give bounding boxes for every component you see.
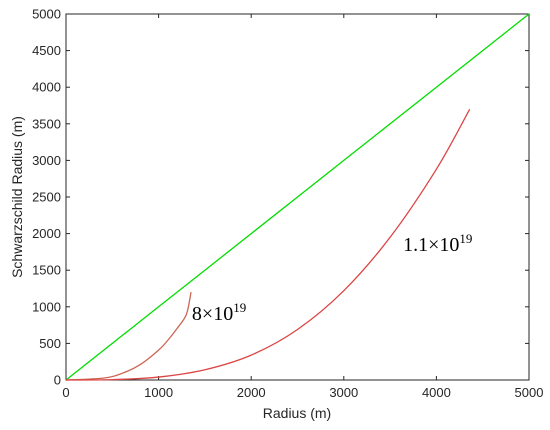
y-tick-label: 4500 [32, 43, 61, 58]
y-tick-label: 3000 [32, 153, 61, 168]
x-tick-label: 3000 [329, 385, 358, 400]
x-tick-label: 4000 [422, 385, 451, 400]
y-tick-label: 500 [39, 336, 61, 351]
y-tick-label: 2000 [32, 226, 61, 241]
x-tick-label: 2000 [237, 385, 266, 400]
series-line-2 [65, 108, 471, 381]
x-axis-title: Radius (m) [263, 405, 331, 421]
y-tick-label: 1500 [32, 263, 61, 278]
series-layer [65, 13, 530, 381]
annotation-base: 1.1×10 [403, 234, 459, 256]
y-tick-label: 0 [54, 373, 61, 388]
series-line-1 [65, 292, 192, 381]
x-tick-label: 1000 [144, 385, 173, 400]
y-tick-label: 5000 [32, 7, 61, 22]
y-tick-label: 3500 [32, 116, 61, 131]
curve-annotation-0: 8×1019 [192, 300, 246, 325]
x-tick-label: 5000 [515, 385, 544, 400]
annotation-exponent: 19 [233, 300, 246, 315]
y-tick-label: 1000 [32, 299, 61, 314]
y-axis-title: Schwarzschild Radius (m) [9, 116, 25, 278]
curve-annotation-1: 1.1×1019 [403, 231, 472, 256]
annotation-exponent: 19 [459, 231, 472, 246]
annotation-base: 8×10 [192, 303, 233, 325]
ticks-layer: 0 1000 2000 3000 4000 5000 0 500 1000 1500 2000 250… [32, 7, 543, 401]
y-tick-label: 4000 [32, 80, 61, 95]
x-tick-label: 0 [62, 385, 69, 400]
series-line-0 [65, 13, 530, 381]
y-tick-label: 2500 [32, 190, 61, 205]
